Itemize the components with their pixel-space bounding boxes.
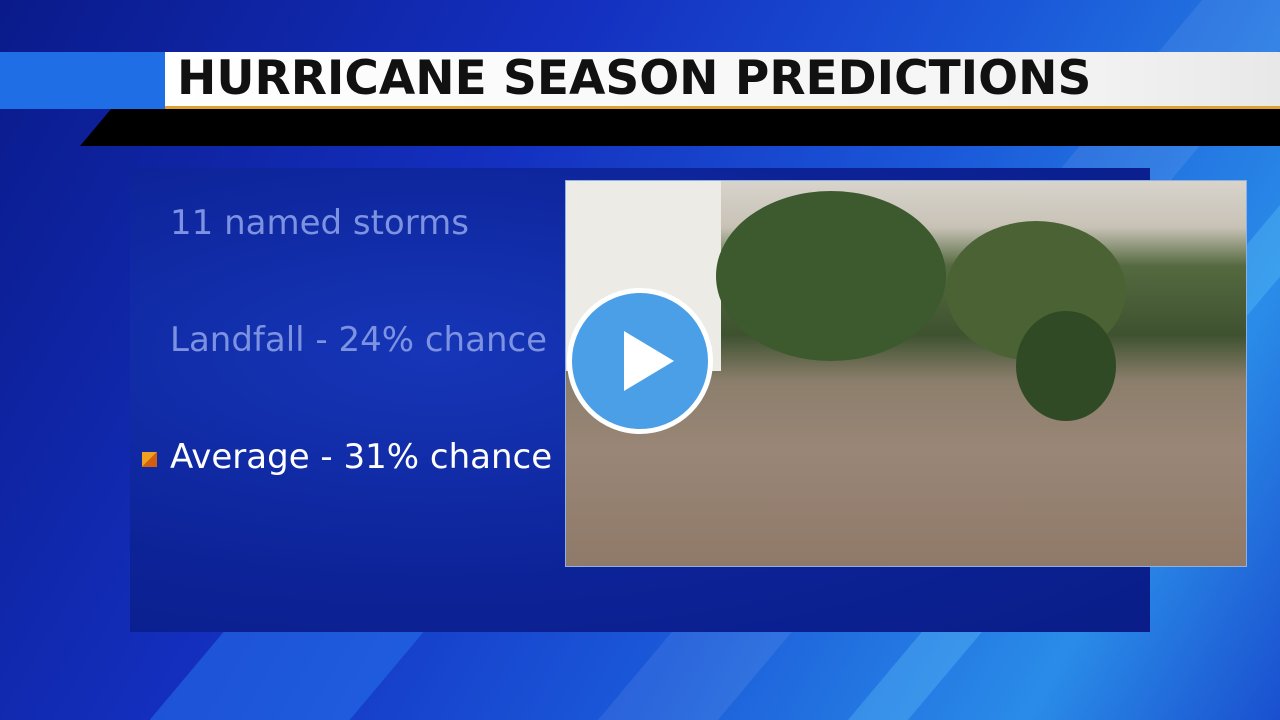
title-accent	[0, 52, 165, 109]
play-icon	[624, 331, 674, 391]
average-text: Average - 31% chance	[170, 437, 553, 477]
flood-video-thumbnail[interactable]	[565, 180, 1247, 567]
page-title: HURRICANE SEASON PREDICTIONS	[177, 51, 1092, 106]
bullet-icon	[142, 452, 157, 467]
named-storms-text: 11 named storms	[170, 203, 469, 243]
tree-image	[716, 191, 946, 361]
title-banner: HURRICANE SEASON PREDICTIONS	[165, 52, 1280, 109]
title-underbar	[80, 109, 1280, 146]
tree-image	[1016, 311, 1116, 421]
play-button[interactable]	[567, 288, 713, 434]
landfall-text: Landfall - 24% chance	[170, 320, 548, 360]
